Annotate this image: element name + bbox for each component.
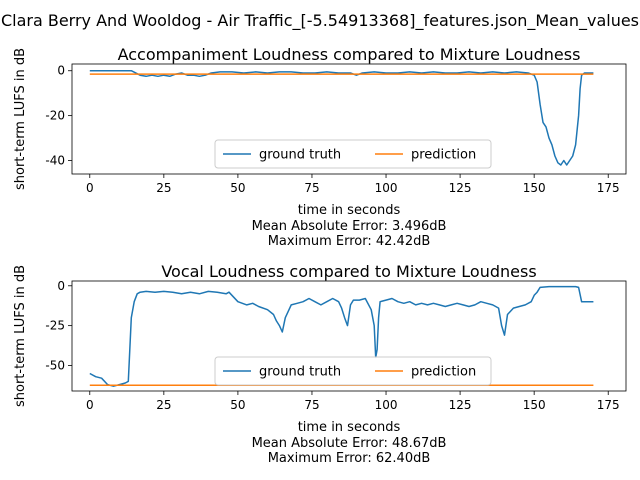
x-tick-label: 125 (449, 398, 472, 412)
x-tick-label: 125 (449, 181, 472, 195)
figure-suptitle: Clara Berry And Wooldog - Air Traffic_[-… (1, 11, 639, 31)
y-axis-label: short-term LUFS in dB (13, 48, 28, 190)
chart-accompaniment: 0 25 50 75 100 125 150 175 0 -20 -40 Accompaniment … (13, 45, 627, 249)
x-axis-label: time in seconds (298, 203, 401, 218)
error-footer-line: Mean Absolute Error: 3.496dB (252, 219, 447, 234)
x-tick-label: 175 (597, 181, 620, 195)
legend-box (214, 139, 492, 169)
x-tick-label: 75 (304, 398, 319, 412)
x-axis-label: time in seconds (298, 420, 401, 435)
x-tick-label: 50 (230, 398, 245, 412)
y-tick-label: 0 (57, 64, 65, 78)
y-tick-label: -20 (45, 109, 65, 123)
chart-vocal: 0 25 50 75 100 125 150 175 0 -25 -50 Vocal Loudness… (13, 262, 627, 466)
x-tick-label: 100 (375, 181, 398, 195)
legend-label: ground truth (259, 148, 341, 163)
error-footer-line: Maximum Error: 42.42dB (268, 234, 431, 249)
x-tick-label: 175 (597, 398, 620, 412)
x-tick-label: 25 (156, 398, 171, 412)
legend-label: prediction (411, 365, 476, 380)
legend-box (214, 356, 492, 386)
legend-label: ground truth (259, 365, 341, 380)
y-axis-label: short-term LUFS in dB (13, 265, 28, 407)
axes-frame (71, 63, 627, 175)
x-tick-label: 0 (86, 398, 94, 412)
x-tick-label: 100 (375, 398, 398, 412)
x-tick-label: 150 (523, 398, 546, 412)
x-tick-label: 50 (230, 181, 245, 195)
y-tick-label: -50 (45, 358, 65, 372)
legend: ground truth prediction (214, 356, 492, 386)
error-footer-line: Mean Absolute Error: 48.67dB (252, 436, 447, 451)
legend: ground truth prediction (214, 139, 492, 169)
x-tick-label: 25 (156, 181, 171, 195)
x-tick-label: 75 (304, 181, 319, 195)
series-line-ground-truth (89, 285, 594, 387)
axes-frame (71, 280, 627, 392)
chart-title: Vocal Loudness compared to Mixture Loudn… (161, 262, 536, 281)
y-tick-label: 0 (57, 279, 65, 293)
x-tick-label: 0 (86, 181, 94, 195)
y-tick-label: -40 (45, 154, 65, 168)
x-tick-label: 150 (523, 181, 546, 195)
y-tick-label: -25 (45, 319, 65, 333)
chart-title: Accompaniment Loudness compared to Mixtu… (118, 45, 581, 64)
legend-label: prediction (411, 148, 476, 163)
error-footer-line: Maximum Error: 62.40dB (268, 451, 431, 466)
